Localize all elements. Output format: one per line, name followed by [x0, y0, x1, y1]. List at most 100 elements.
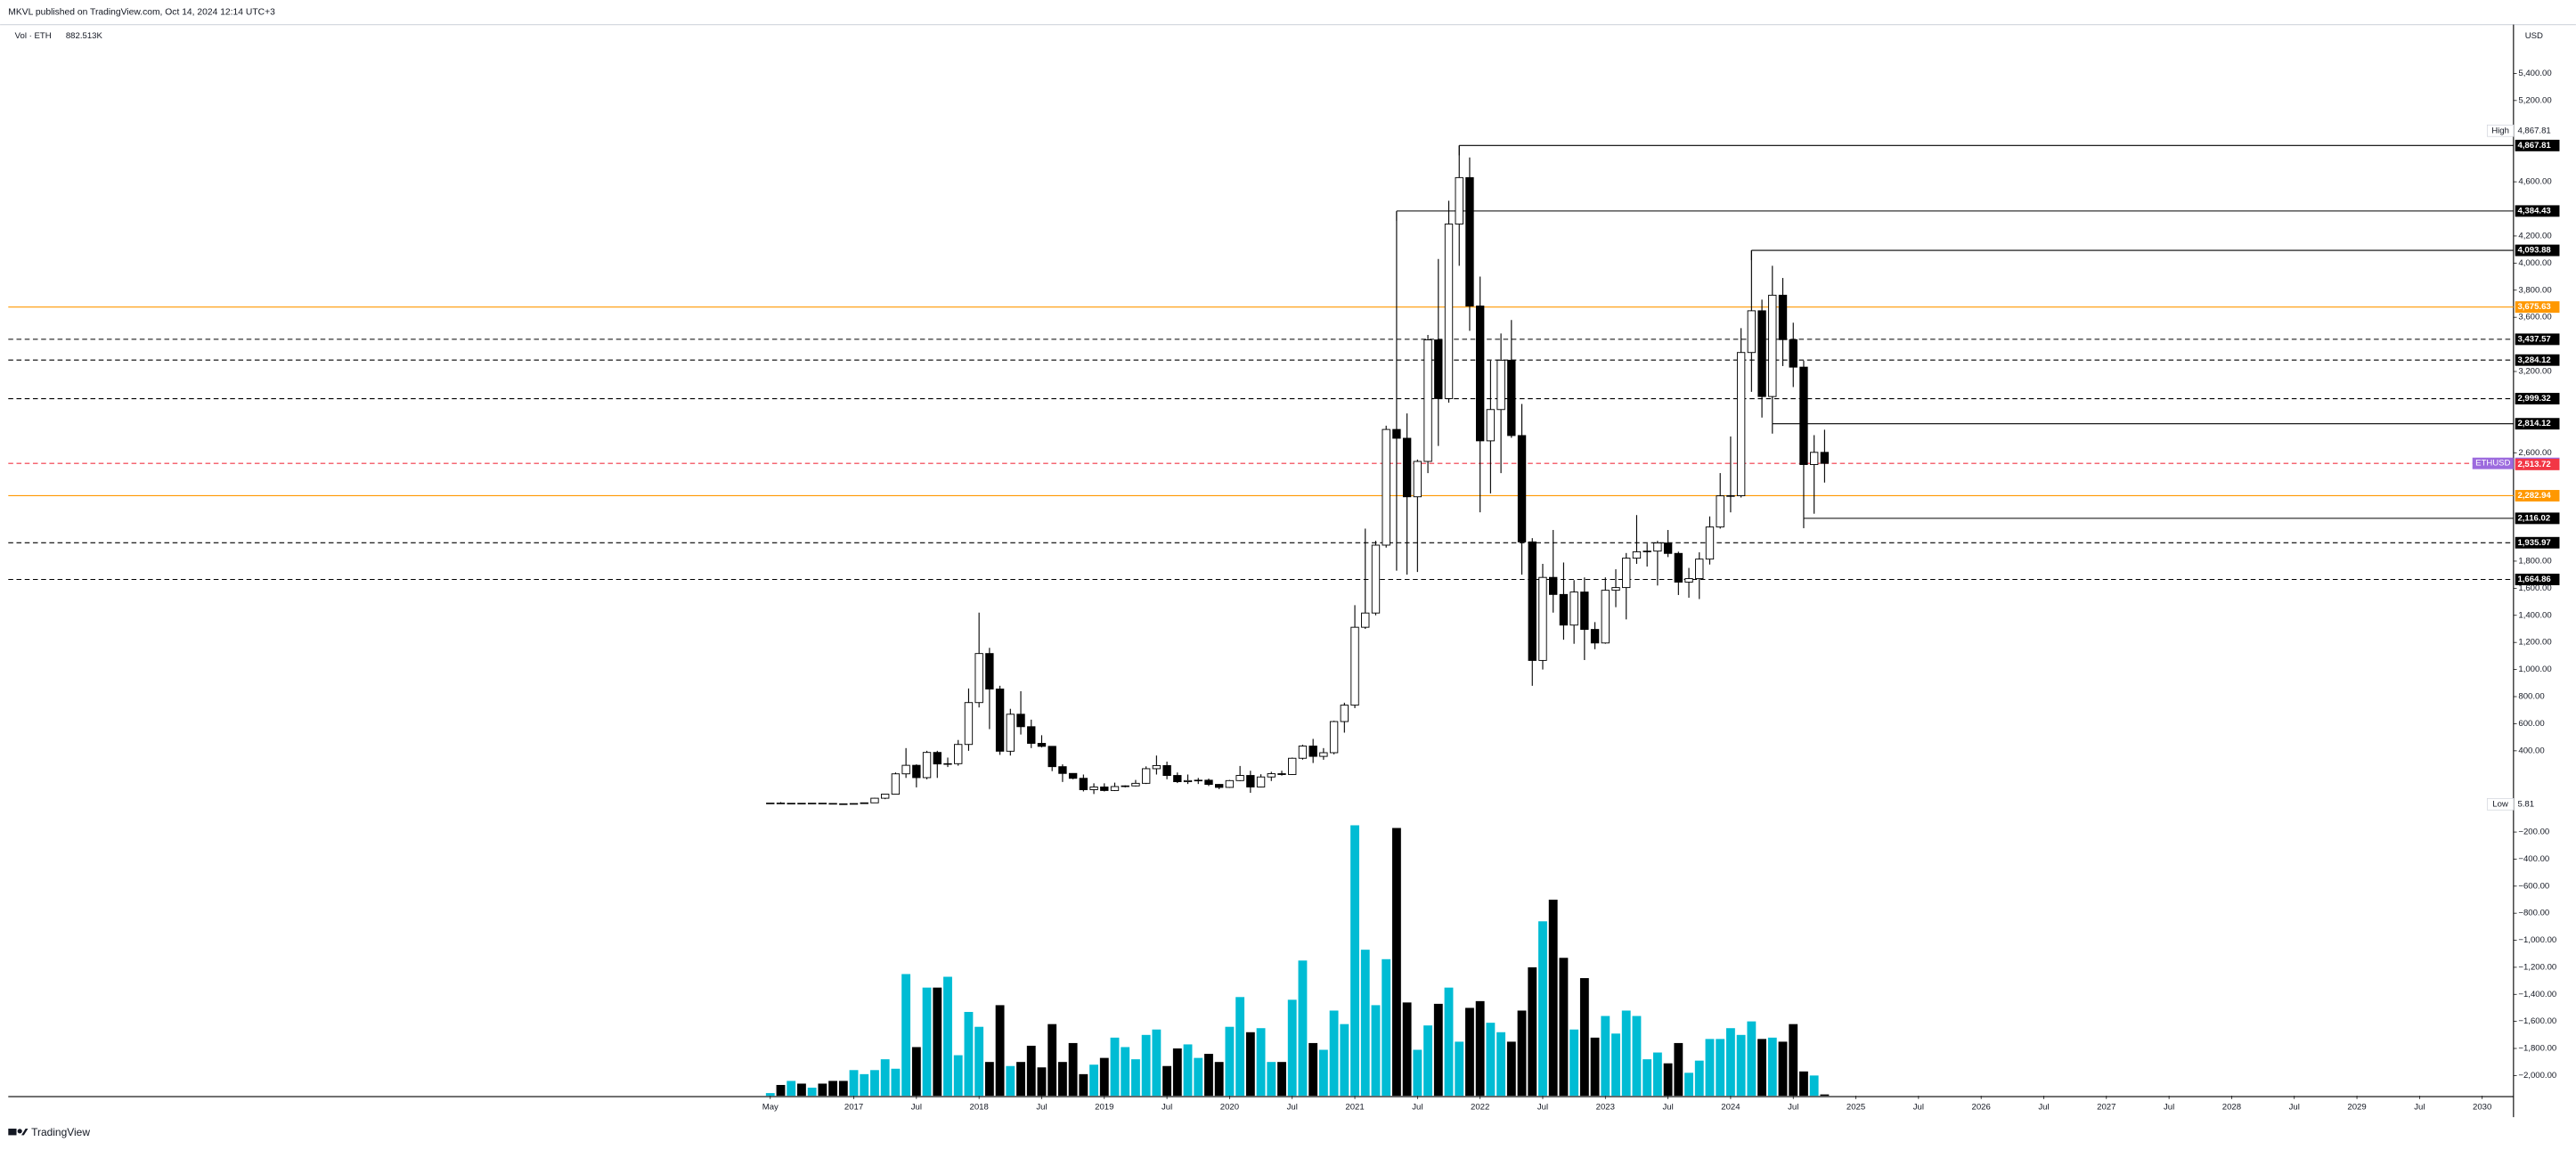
y-tick-label: 2,600.00 — [2518, 448, 2551, 458]
x-tick-label: 2022 — [1471, 1103, 1489, 1113]
volume-bar — [1799, 1071, 1808, 1097]
volume-bar — [953, 1055, 963, 1097]
candle-body — [1496, 359, 1505, 411]
candle-body — [1152, 764, 1162, 770]
level-label: 4,384.43 — [2517, 206, 2550, 216]
volume-bar — [1590, 1037, 1600, 1097]
volume-bar — [1643, 1059, 1652, 1097]
candle-body — [1298, 746, 1308, 759]
candle-body — [1048, 746, 1056, 768]
low-tag-box — [2486, 797, 2515, 811]
level-label-box — [2515, 393, 2560, 404]
candle-body — [964, 702, 974, 746]
x-tick-label: 2029 — [2347, 1103, 2366, 1113]
x-tick-label: 2017 — [844, 1103, 863, 1113]
x-tick-label: Jul — [1287, 1103, 1298, 1113]
volume-bar — [891, 1068, 901, 1097]
candle-body — [1580, 591, 1589, 631]
volume-bar — [1256, 1028, 1266, 1097]
y2-tick-label: −1,600.00 — [2518, 1016, 2556, 1026]
publisher: MKVL published on TradingView.com, Oct 1… — [8, 8, 275, 18]
y-tick-label: 4,600.00 — [2518, 177, 2551, 187]
candle-body — [995, 689, 1005, 752]
candle-body — [839, 803, 848, 805]
candle-body — [1757, 310, 1766, 397]
candle-body — [818, 803, 827, 804]
y-tick-label: 5,200.00 — [2518, 95, 2551, 105]
candle-body — [1027, 726, 1036, 744]
candle-body — [1705, 526, 1715, 560]
level-label-box — [2515, 333, 2560, 346]
volume-bar — [1423, 1025, 1432, 1097]
candle-body — [1392, 428, 1401, 439]
volume-bar — [1444, 987, 1454, 1097]
volume-bar — [765, 1093, 775, 1097]
candle-body — [1475, 306, 1485, 442]
level-label: 2,513.72 — [2517, 460, 2550, 469]
volume-bar — [1267, 1062, 1276, 1097]
symbol-tag: ETHUSD — [2475, 459, 2510, 469]
candle-body — [1716, 495, 1724, 528]
candle-body — [912, 764, 921, 779]
x-tick-label: Jul — [1412, 1103, 1423, 1113]
volume-bar — [1287, 999, 1297, 1097]
candle-body — [1455, 176, 1463, 225]
volume-bar — [964, 1012, 974, 1097]
volume-bar — [1579, 978, 1589, 1097]
volume-bar — [1110, 1037, 1120, 1097]
indicator-name: Vol · ETH — [15, 31, 52, 41]
volume-bar — [1736, 1034, 1746, 1097]
volume-bar — [1652, 1052, 1662, 1097]
y2-tick-label: −200.00 — [2518, 828, 2549, 837]
volume-bar — [943, 976, 952, 1097]
y-tick-label: 1,800.00 — [2518, 556, 2551, 566]
volume-bar — [1506, 1041, 1516, 1097]
y2-tick-label: −800.00 — [2518, 909, 2549, 918]
volume-bar — [1569, 1029, 1579, 1097]
x-tick-label: 2028 — [2222, 1103, 2241, 1113]
volume-bar — [1340, 1024, 1349, 1097]
volume-bar — [1684, 1073, 1693, 1097]
x-tick-label: 2018 — [970, 1103, 989, 1113]
volume-bar — [974, 1026, 984, 1097]
y-tick-label: 3,800.00 — [2518, 285, 2551, 295]
x-tick-label: Jul — [2289, 1103, 2300, 1113]
volume-bar — [1308, 1042, 1318, 1097]
volume-bar — [860, 1073, 869, 1097]
level-label: 3,437.57 — [2517, 334, 2550, 344]
y-tick-label: 1,600.00 — [2518, 583, 2551, 593]
level-label-box — [2515, 574, 2560, 585]
candle-body — [1235, 775, 1244, 781]
candle-body — [1329, 721, 1339, 754]
candle-body — [1736, 352, 1746, 496]
volume-bar — [1674, 1042, 1683, 1097]
volume-bar — [1235, 997, 1245, 1097]
level-label: 2,814.12 — [2517, 419, 2550, 428]
level-label: 4,093.88 — [2517, 246, 2551, 256]
high-value-box — [2515, 125, 2560, 137]
candle-body — [1141, 768, 1151, 784]
x-tick-label: Jul — [1788, 1103, 1798, 1113]
candle-body — [1632, 551, 1642, 559]
volume-bar — [1152, 1029, 1162, 1097]
volume-bar — [1528, 966, 1537, 1097]
candle-body — [1413, 461, 1423, 498]
candle-body — [1131, 782, 1140, 787]
candle-body — [1569, 591, 1578, 626]
candle-body — [1423, 339, 1432, 462]
y-tick-label: 4,000.00 — [2518, 258, 2551, 268]
volume-bar — [933, 987, 942, 1097]
volume-bar — [1026, 1045, 1036, 1097]
candle-body — [1528, 541, 1537, 661]
volume-bar — [1225, 1026, 1235, 1097]
candle-body — [922, 752, 932, 779]
volume-bar — [1725, 1028, 1735, 1097]
volume-bar — [1716, 1039, 1725, 1097]
candle-body — [1371, 544, 1381, 614]
candle-body — [1789, 338, 1797, 368]
candle-body — [1653, 542, 1662, 552]
volume-bar — [1298, 960, 1308, 1097]
volume-bar — [922, 987, 932, 1097]
candle-body — [1058, 766, 1067, 774]
volume-bar — [1757, 1039, 1766, 1097]
